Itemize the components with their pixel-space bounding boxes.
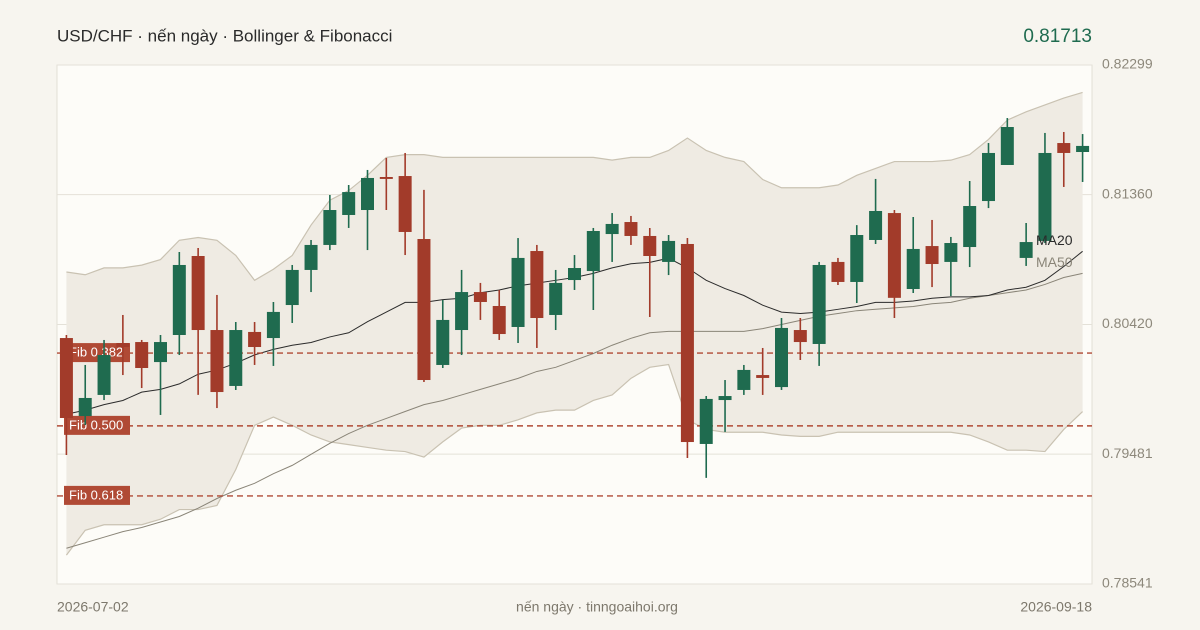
candle-body (116, 343, 130, 348)
ma-label: MA50 (1036, 254, 1073, 270)
candle-body (436, 319, 450, 365)
candle-body (737, 369, 751, 390)
candle-body (511, 257, 525, 327)
y-tick-label: 0.82299 (1102, 56, 1153, 72)
candle-body (1019, 242, 1033, 258)
y-tick-label: 0.80420 (1102, 315, 1153, 331)
candle-body (643, 235, 657, 256)
candle-body (699, 398, 713, 444)
moving-average (66, 272, 1083, 549)
candle-body (1038, 152, 1052, 241)
candle-body (963, 206, 977, 248)
fib-label: Fib 0.500 (69, 417, 123, 432)
candle-body (662, 240, 676, 262)
candle-body (417, 239, 431, 381)
candle-body (492, 305, 506, 335)
candle-body (210, 330, 224, 393)
end-date: 2026-09-18 (1020, 599, 1092, 615)
candle-body (59, 338, 73, 418)
fib-label: Fib 0.618 (69, 487, 123, 502)
candle-body (530, 251, 544, 319)
bollinger-fill (66, 92, 1083, 556)
candle-body (887, 213, 901, 298)
candle-body (229, 330, 243, 386)
ma-label: MA20 (1036, 232, 1073, 248)
candle-body (831, 261, 845, 282)
fib-label: Fib 0.382 (69, 345, 123, 360)
fib-label-box (64, 415, 130, 435)
fib-label-box (64, 485, 130, 505)
candle-body (568, 268, 581, 281)
candle-body (756, 375, 770, 378)
candle-body (812, 264, 826, 344)
candle-body (398, 176, 412, 232)
chart-title: USD/CHF · nến ngày · Bollinger & Fibonac… (57, 26, 392, 45)
candle-body (586, 231, 600, 272)
bollinger-lower (65, 363, 1084, 556)
bollinger-upper (66, 91, 1083, 282)
candle-body (718, 396, 732, 401)
candle-body (97, 355, 111, 395)
candle-body (850, 235, 864, 282)
candle-body (135, 342, 149, 369)
candle-body (248, 331, 262, 348)
start-date: 2026-07-02 (57, 599, 129, 615)
candle-body (1057, 143, 1071, 153)
candle-body (78, 397, 92, 417)
y-tick-label: 0.81360 (1102, 185, 1153, 201)
candle-body (361, 177, 374, 211)
source: nến ngày · tinngoaihoi.org (516, 599, 678, 615)
candle-body (624, 222, 638, 236)
candle-body (793, 330, 807, 343)
candle-body (1000, 127, 1014, 165)
candle-body (342, 192, 356, 215)
candle-body (605, 223, 619, 235)
fib-label-box (64, 343, 130, 363)
candle-body (379, 177, 393, 179)
candle-body (266, 311, 280, 339)
candle-body (982, 152, 995, 202)
candle-body (191, 255, 205, 331)
last-price: 0.81713 (1023, 26, 1092, 47)
candle-body (775, 327, 788, 388)
y-tick-label: 0.79481 (1102, 445, 1153, 461)
candle-body (869, 210, 883, 240)
candle-body (944, 243, 958, 262)
candle-body (1076, 145, 1090, 153)
candle-body (906, 248, 920, 290)
candle-body (455, 292, 469, 331)
candle-body (549, 282, 563, 315)
candle-body (285, 269, 299, 306)
candle-body (473, 292, 487, 302)
candle-body (304, 244, 318, 270)
y-tick-label: 0.78541 (1102, 575, 1153, 591)
candle-body (323, 210, 337, 245)
candle-body (172, 264, 186, 335)
candle-body (680, 243, 694, 443)
candle-body (925, 246, 939, 265)
candle-body (154, 342, 167, 363)
